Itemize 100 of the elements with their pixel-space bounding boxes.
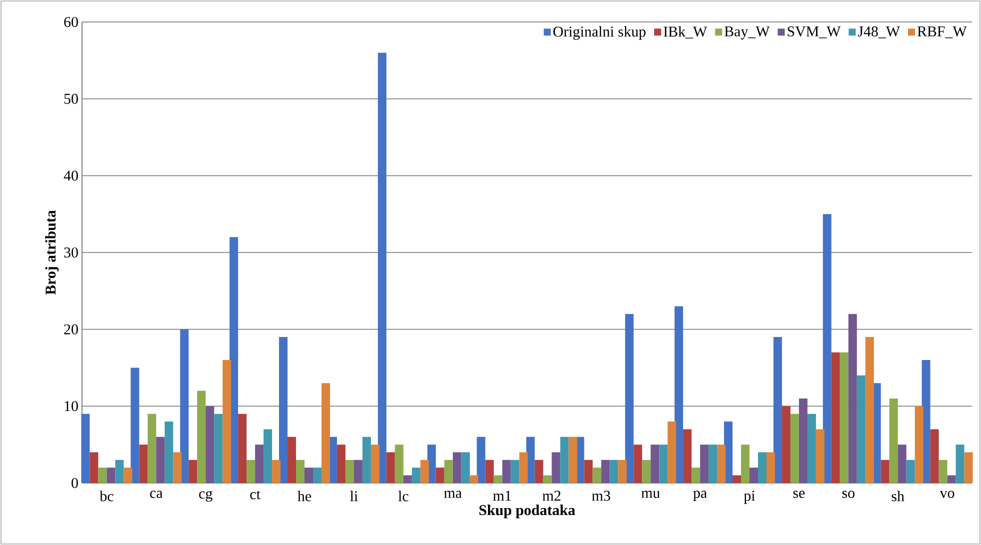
bar	[148, 414, 156, 483]
bar	[674, 306, 684, 483]
bar	[502, 460, 511, 483]
bar	[304, 468, 314, 483]
bar	[790, 414, 799, 483]
bar	[659, 444, 668, 483]
bar	[470, 475, 478, 483]
x-tick-label: pi	[744, 490, 756, 504]
bar	[452, 452, 462, 483]
y-tick-label: 40	[64, 170, 78, 181]
x-tick-label: m2	[542, 490, 560, 501]
bar	[313, 468, 322, 483]
bar	[296, 460, 305, 483]
bar	[354, 460, 362, 483]
bar	[625, 314, 634, 483]
bar	[345, 460, 354, 483]
legend-label: SVM_W	[788, 26, 841, 38]
bar	[494, 475, 502, 483]
bar	[106, 468, 116, 483]
bar	[766, 452, 776, 483]
bar	[164, 422, 174, 483]
y-tick-label: 30	[64, 247, 78, 258]
bar	[782, 406, 790, 483]
bar	[914, 406, 924, 483]
bar	[601, 460, 610, 483]
bar	[230, 237, 238, 483]
bar	[848, 314, 857, 483]
bar	[98, 468, 107, 483]
bar	[476, 436, 486, 483]
bar	[807, 414, 816, 483]
bar	[322, 383, 330, 483]
bar	[650, 444, 660, 483]
x-tick-label: vo	[940, 490, 954, 498]
y-axis-title: Broj atributa	[45, 210, 59, 295]
x-tick-label: ct	[250, 490, 260, 500]
x-tick-label: ca	[150, 490, 163, 498]
bar	[889, 398, 898, 483]
legend-label: RBF_W	[917, 26, 967, 38]
bar	[90, 452, 98, 483]
bar	[741, 444, 750, 483]
bar	[534, 460, 544, 483]
bar	[222, 360, 232, 483]
bar	[288, 436, 296, 483]
bar	[568, 436, 578, 483]
bar	[560, 436, 569, 483]
bar	[444, 460, 453, 483]
bar	[246, 460, 256, 483]
bar	[510, 460, 520, 483]
x-tick-label: pa	[693, 490, 707, 501]
x-tick-label: he	[298, 490, 312, 502]
legend-label: Originalni skup	[553, 26, 646, 40]
legend-label: Bay_W	[724, 26, 770, 40]
bar	[279, 337, 288, 483]
bar	[206, 406, 214, 483]
bar	[115, 460, 124, 483]
bar	[255, 444, 264, 483]
bar	[412, 468, 420, 483]
bar	[642, 460, 651, 483]
bar	[708, 444, 718, 483]
bar	[947, 475, 956, 483]
bar	[610, 460, 618, 483]
bar	[717, 444, 726, 483]
bar	[880, 460, 890, 483]
y-tick-label: 50	[64, 94, 78, 104]
x-tick-label: m1	[493, 490, 511, 501]
bar	[519, 452, 528, 483]
bar	[124, 468, 132, 483]
y-tick-label: 10	[64, 401, 78, 412]
bar	[773, 337, 782, 483]
bar	[840, 352, 848, 483]
bar	[634, 444, 642, 483]
bar	[386, 452, 395, 483]
bar	[336, 444, 346, 483]
bar	[214, 414, 223, 483]
x-tick-label: m3	[592, 490, 610, 501]
bar	[378, 52, 386, 483]
bar	[865, 337, 874, 483]
bar	[898, 444, 906, 483]
x-tick-label: li	[350, 490, 358, 502]
bar	[938, 460, 948, 483]
bar	[552, 452, 560, 483]
bar	[592, 468, 602, 483]
bar	[543, 475, 552, 483]
bar	[370, 444, 380, 483]
bar	[750, 468, 758, 483]
bar	[130, 368, 140, 483]
bar	[264, 429, 272, 483]
bar	[156, 436, 165, 483]
bar	[692, 468, 700, 483]
legend-label: J48_W	[858, 26, 900, 38]
x-tick-label: bc	[100, 490, 114, 502]
bar	[180, 329, 189, 483]
bar	[584, 460, 593, 483]
legend-label: IBk_W	[664, 26, 708, 38]
bar	[822, 214, 832, 483]
bar	[930, 429, 939, 483]
bar	[732, 475, 742, 483]
bar	[856, 375, 866, 483]
bar	[362, 436, 371, 483]
bar	[188, 460, 198, 483]
